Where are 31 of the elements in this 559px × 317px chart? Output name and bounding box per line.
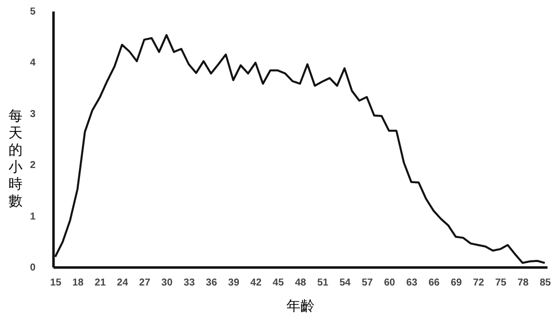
- x-tick-label: 57: [362, 278, 374, 288]
- y-tick-label: 3: [30, 108, 36, 120]
- x-tick-label: 75: [495, 278, 507, 288]
- x-tick-label: 72: [472, 278, 485, 288]
- x-tick-label: 39: [228, 278, 240, 288]
- x-tick-label: 30: [161, 278, 173, 288]
- x-tick-label: 27: [139, 278, 151, 288]
- y-tick-label: 1: [30, 211, 36, 222]
- y-tick-label: 4: [30, 58, 36, 69]
- x-tick-label: 51: [317, 278, 329, 288]
- x-tick-label: 66: [428, 278, 440, 288]
- x-tick-label: 85: [540, 278, 552, 288]
- x-tick-label: 36: [206, 278, 218, 288]
- x-tick-label: 33: [184, 278, 196, 288]
- x-tick-label: 24: [116, 278, 128, 288]
- x-tick-label: 21: [94, 278, 106, 288]
- y-tick-label: 2: [30, 160, 36, 172]
- x-tick-label: 15: [50, 278, 62, 288]
- x-tick-label: 42: [250, 278, 262, 288]
- x-tick-label: 69: [450, 278, 462, 288]
- x-tick-label: 60: [384, 278, 396, 288]
- y-axis-title: 每天的小時數: [8, 108, 22, 208]
- x-tick-label: 48: [294, 278, 306, 288]
- x-axis-title: 年齡: [286, 298, 314, 314]
- x-tick-label: 63: [406, 278, 418, 288]
- x-tick-label: 18: [72, 278, 84, 288]
- y-tick-label: 0: [30, 262, 36, 274]
- x-tick-label: 78: [517, 278, 530, 288]
- x-tick-label: 54: [339, 278, 352, 288]
- y-tick-label: 5: [30, 6, 36, 18]
- x-tick-label: 45: [272, 278, 284, 288]
